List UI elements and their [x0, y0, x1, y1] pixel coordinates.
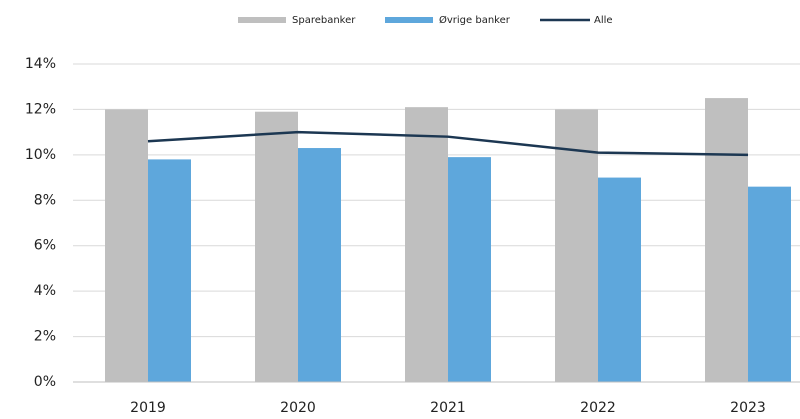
bar	[598, 177, 641, 382]
bar	[105, 109, 148, 382]
y-tick-label: 0%	[34, 374, 56, 390]
bar	[148, 159, 191, 382]
line	[147, 130, 749, 157]
x-tick-label: 2022	[580, 400, 616, 416]
legend-label: Alle	[594, 15, 613, 26]
y-tick-label: 12%	[25, 101, 56, 117]
legend-swatch	[385, 17, 433, 23]
x-tick-label: 2020	[280, 400, 316, 416]
x-tick-label: 2023	[730, 400, 766, 416]
legend-label: Sparebanker	[292, 15, 356, 26]
bar	[705, 98, 748, 383]
x-tick-label: 2019	[130, 400, 166, 416]
bar	[298, 148, 341, 382]
bar	[448, 157, 491, 382]
y-tick-label: 8%	[34, 192, 56, 208]
bar	[255, 111, 298, 382]
y-tick-label: 14%	[25, 56, 56, 72]
bar	[555, 109, 598, 382]
y-tick-label: 4%	[34, 283, 56, 299]
y-tick-label: 6%	[34, 238, 56, 254]
legend-label: Øvrige banker	[439, 14, 511, 26]
bar	[748, 186, 791, 382]
legend-swatch	[238, 17, 286, 23]
y-tick-label: 10%	[25, 147, 56, 163]
x-tick-label: 2021	[430, 400, 466, 416]
y-tick-label: 2%	[34, 329, 56, 345]
bar	[405, 107, 448, 383]
